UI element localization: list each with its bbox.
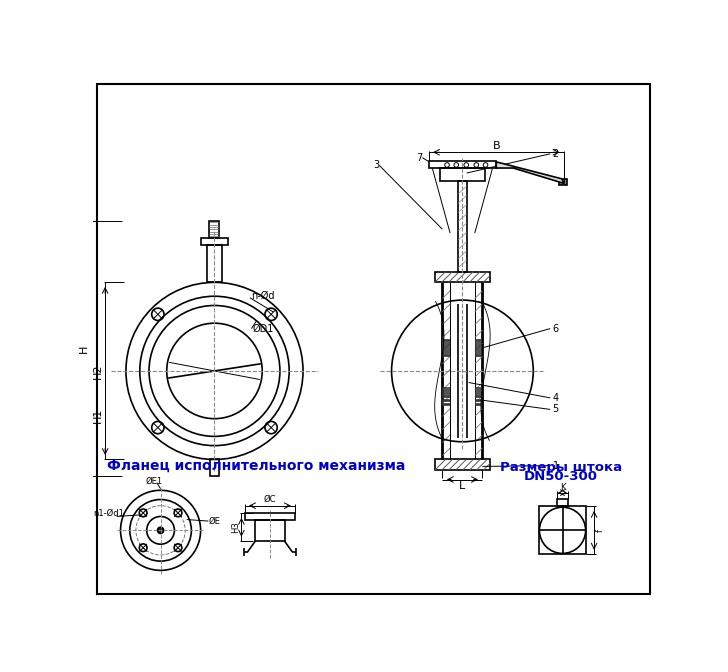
Bar bbox=[539, 507, 586, 554]
Text: K: K bbox=[560, 482, 565, 492]
Text: Размеры штока: Размеры штока bbox=[500, 461, 622, 474]
Text: H3: H3 bbox=[231, 521, 240, 533]
Text: 4: 4 bbox=[553, 393, 558, 403]
Bar bbox=[207, 245, 222, 282]
Text: 7: 7 bbox=[416, 153, 422, 163]
Text: L: L bbox=[459, 481, 465, 491]
Text: H1: H1 bbox=[93, 407, 103, 423]
Text: 1: 1 bbox=[553, 460, 558, 470]
Text: f: f bbox=[596, 529, 605, 532]
Text: H: H bbox=[79, 345, 90, 353]
Text: ØE1: ØE1 bbox=[146, 476, 163, 486]
Bar bbox=[440, 169, 485, 181]
Bar bbox=[256, 519, 285, 541]
Bar bbox=[210, 221, 219, 238]
Text: 3: 3 bbox=[373, 161, 379, 170]
Bar bbox=[557, 499, 568, 507]
Text: n-Ød: n-Ød bbox=[251, 290, 275, 300]
Bar bbox=[559, 179, 567, 185]
Bar bbox=[458, 181, 467, 271]
Polygon shape bbox=[496, 162, 564, 183]
Text: B: B bbox=[492, 141, 500, 151]
Bar bbox=[435, 271, 490, 282]
Text: 2: 2 bbox=[553, 149, 559, 159]
Text: 5: 5 bbox=[553, 405, 559, 415]
Text: ØD1: ØD1 bbox=[253, 324, 274, 333]
Bar bbox=[429, 161, 496, 169]
Text: n1-Ød1: n1-Ød1 bbox=[92, 509, 124, 518]
Text: Фланец исполнительного механизма: Фланец исполнительного механизма bbox=[107, 459, 405, 472]
Bar bbox=[245, 513, 296, 519]
Text: DN50-300: DN50-300 bbox=[524, 470, 598, 483]
Bar bbox=[210, 460, 219, 476]
Text: H2: H2 bbox=[93, 363, 103, 379]
Circle shape bbox=[157, 528, 164, 534]
Text: 6: 6 bbox=[553, 324, 558, 333]
Bar bbox=[202, 238, 228, 245]
Bar bbox=[435, 460, 490, 470]
Text: ØE: ØE bbox=[208, 517, 221, 526]
Text: ØC: ØC bbox=[264, 495, 276, 504]
